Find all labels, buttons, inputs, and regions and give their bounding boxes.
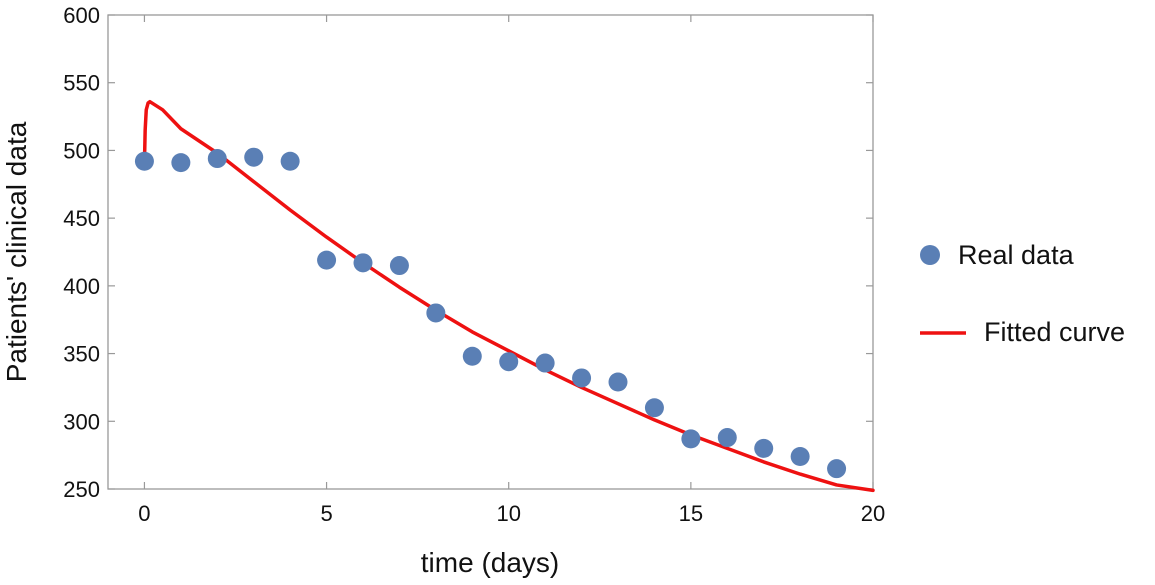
- y-tick-label: 450: [63, 206, 100, 231]
- data-point: [462, 346, 482, 366]
- y-tick-label: 600: [63, 3, 100, 28]
- plot-frame: [107, 14, 874, 490]
- data-point: [389, 256, 409, 276]
- x-axis-ticks: 0 5 10 15 20: [138, 15, 885, 526]
- data-point: [754, 438, 774, 458]
- legend-marker-real-data: [920, 245, 940, 265]
- y-tick-label: 550: [63, 71, 100, 96]
- data-point: [717, 428, 737, 448]
- data-point: [244, 147, 264, 167]
- y-tick-label: 400: [63, 274, 100, 299]
- legend-label-fitted-curve: Fitted curve: [984, 317, 1125, 347]
- data-point: [353, 253, 373, 273]
- data-point: [280, 151, 300, 171]
- x-tick-label: 10: [496, 501, 520, 526]
- data-point: [681, 429, 701, 449]
- y-tick-label: 350: [63, 342, 100, 367]
- data-point: [608, 372, 628, 392]
- y-axis-ticks: 250 300 350 400 450 500 550 600: [63, 3, 873, 502]
- y-tick-label: 500: [63, 138, 100, 163]
- data-point: [171, 153, 191, 173]
- x-tick-label: 5: [320, 501, 332, 526]
- x-axis-title: time (days): [421, 547, 559, 578]
- data-point: [644, 398, 664, 418]
- data-point: [790, 446, 810, 466]
- legend: Real data Fitted curve: [920, 240, 1125, 347]
- x-tick-label: 15: [679, 501, 703, 526]
- y-tick-label: 300: [63, 409, 100, 434]
- data-point: [134, 151, 154, 171]
- data-point: [426, 303, 446, 323]
- fitted-curve-line: [142, 99, 875, 493]
- data-point: [499, 352, 519, 372]
- data-point: [207, 149, 227, 169]
- x-tick-label: 20: [861, 501, 885, 526]
- legend-label-real-data: Real data: [958, 240, 1075, 270]
- y-tick-label: 250: [63, 477, 100, 502]
- data-point: [535, 353, 555, 373]
- data-point: [317, 250, 337, 270]
- y-axis-title: Patients' clinical data: [1, 121, 32, 382]
- plot-area: [134, 99, 875, 493]
- data-point: [827, 459, 847, 479]
- x-tick-label: 0: [138, 501, 150, 526]
- data-point: [572, 368, 592, 388]
